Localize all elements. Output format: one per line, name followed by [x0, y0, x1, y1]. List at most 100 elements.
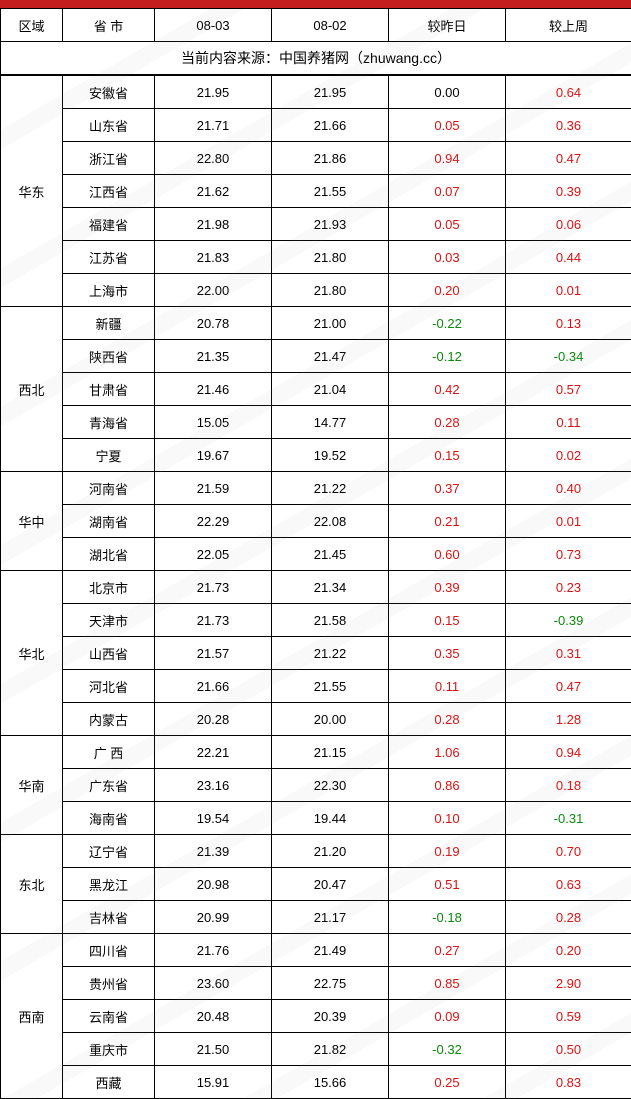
diff-week-cell: 0.63	[506, 868, 631, 901]
diff-day-cell: 0.28	[389, 703, 506, 736]
diff-day-cell: 0.10	[389, 802, 506, 835]
province-cell: 安徽省	[63, 76, 155, 109]
region-cell: 华北	[1, 571, 63, 736]
province-cell: 浙江省	[63, 142, 155, 175]
value-d2-cell: 15.66	[272, 1066, 389, 1099]
table-row: 华中河南省21.5921.220.370.40	[1, 472, 631, 505]
diff-day-cell: 0.51	[389, 868, 506, 901]
diff-day-cell: -0.12	[389, 340, 506, 373]
value-d1-cell: 21.71	[155, 109, 272, 142]
value-d2-cell: 20.00	[272, 703, 389, 736]
province-cell: 河北省	[63, 670, 155, 703]
province-cell: 山东省	[63, 109, 155, 142]
table-row: 西藏15.9115.660.250.83	[1, 1066, 631, 1099]
province-cell: 福建省	[63, 208, 155, 241]
diff-day-cell: 0.25	[389, 1066, 506, 1099]
value-d2-cell: 21.00	[272, 307, 389, 340]
source-text: 当前内容来源：中国养猪网（zhuwang.cc）	[1, 42, 631, 75]
diff-day-cell: 0.09	[389, 1000, 506, 1033]
value-d2-cell: 21.22	[272, 472, 389, 505]
province-cell: 吉林省	[63, 901, 155, 934]
diff-day-cell: 0.07	[389, 175, 506, 208]
table-row: 内蒙古20.2820.000.281.28	[1, 703, 631, 736]
province-cell: 黑龙江	[63, 868, 155, 901]
header-diff-week: 较上周	[506, 9, 631, 42]
diff-week-cell: -0.39	[506, 604, 631, 637]
diff-week-cell: 0.50	[506, 1033, 631, 1066]
diff-week-cell: 0.13	[506, 307, 631, 340]
diff-day-cell: 0.37	[389, 472, 506, 505]
value-d2-cell: 21.17	[272, 901, 389, 934]
province-cell: 贵州省	[63, 967, 155, 1000]
table-row: 甘肃省21.4621.040.420.57	[1, 373, 631, 406]
value-d1-cell: 21.39	[155, 835, 272, 868]
province-cell: 湖北省	[63, 538, 155, 571]
value-d1-cell: 15.91	[155, 1066, 272, 1099]
value-d2-cell: 19.44	[272, 802, 389, 835]
table-row: 山西省21.5721.220.350.31	[1, 637, 631, 670]
table-row: 宁夏19.6719.520.150.02	[1, 439, 631, 472]
table-row: 华南广 西22.2121.151.060.94	[1, 736, 631, 769]
province-cell: 云南省	[63, 1000, 155, 1033]
province-cell: 新疆	[63, 307, 155, 340]
province-cell: 宁夏	[63, 439, 155, 472]
diff-day-cell: 0.94	[389, 142, 506, 175]
diff-day-cell: 0.03	[389, 241, 506, 274]
value-d1-cell: 23.60	[155, 967, 272, 1000]
value-d1-cell: 21.62	[155, 175, 272, 208]
table-row: 重庆市21.5021.82-0.320.50	[1, 1033, 631, 1066]
value-d2-cell: 21.15	[272, 736, 389, 769]
value-d1-cell: 21.83	[155, 241, 272, 274]
table-row: 福建省21.9821.930.050.06	[1, 208, 631, 241]
table-row: 江西省21.6221.550.070.39	[1, 175, 631, 208]
value-d1-cell: 20.28	[155, 703, 272, 736]
region-cell: 华中	[1, 472, 63, 571]
value-d2-cell: 20.47	[272, 868, 389, 901]
province-cell: 江苏省	[63, 241, 155, 274]
diff-day-cell: -0.32	[389, 1033, 506, 1066]
province-cell: 江西省	[63, 175, 155, 208]
value-d1-cell: 22.21	[155, 736, 272, 769]
value-d2-cell: 21.95	[272, 76, 389, 109]
diff-week-cell: -0.34	[506, 340, 631, 373]
value-d1-cell: 21.76	[155, 934, 272, 967]
diff-week-cell: 0.70	[506, 835, 631, 868]
region-cell: 东北	[1, 835, 63, 934]
value-d1-cell: 20.98	[155, 868, 272, 901]
value-d2-cell: 21.47	[272, 340, 389, 373]
diff-week-cell: 0.28	[506, 901, 631, 934]
table-row: 江苏省21.8321.800.030.44	[1, 241, 631, 274]
diff-day-cell: 0.85	[389, 967, 506, 1000]
diff-day-cell: 0.15	[389, 604, 506, 637]
value-d2-cell: 21.49	[272, 934, 389, 967]
table-row: 天津市21.7321.580.15-0.39	[1, 604, 631, 637]
diff-week-cell: 0.83	[506, 1066, 631, 1099]
diff-day-cell: -0.18	[389, 901, 506, 934]
province-cell: 陕西省	[63, 340, 155, 373]
table-row: 山东省21.7121.660.050.36	[1, 109, 631, 142]
province-cell: 青海省	[63, 406, 155, 439]
table-row: 吉林省20.9921.17-0.180.28	[1, 901, 631, 934]
value-d1-cell: 21.46	[155, 373, 272, 406]
diff-day-cell: 0.27	[389, 934, 506, 967]
diff-day-cell: 0.28	[389, 406, 506, 439]
province-cell: 天津市	[63, 604, 155, 637]
diff-day-cell: 0.11	[389, 670, 506, 703]
diff-day-cell: 0.00	[389, 76, 506, 109]
value-d1-cell: 21.50	[155, 1033, 272, 1066]
region-cell: 西南	[1, 934, 63, 1099]
table-row: 云南省20.4820.390.090.59	[1, 1000, 631, 1033]
header-province: 省 市	[63, 9, 155, 42]
diff-week-cell: 0.01	[506, 274, 631, 307]
diff-week-cell: 0.94	[506, 736, 631, 769]
diff-day-cell: 0.42	[389, 373, 506, 406]
diff-week-cell: 0.36	[506, 109, 631, 142]
value-d1-cell: 19.67	[155, 439, 272, 472]
province-cell: 四川省	[63, 934, 155, 967]
value-d1-cell: 20.78	[155, 307, 272, 340]
province-cell: 西藏	[63, 1066, 155, 1099]
header-date2: 08-02	[272, 9, 389, 42]
value-d2-cell: 21.93	[272, 208, 389, 241]
diff-day-cell: 0.86	[389, 769, 506, 802]
value-d1-cell: 22.29	[155, 505, 272, 538]
